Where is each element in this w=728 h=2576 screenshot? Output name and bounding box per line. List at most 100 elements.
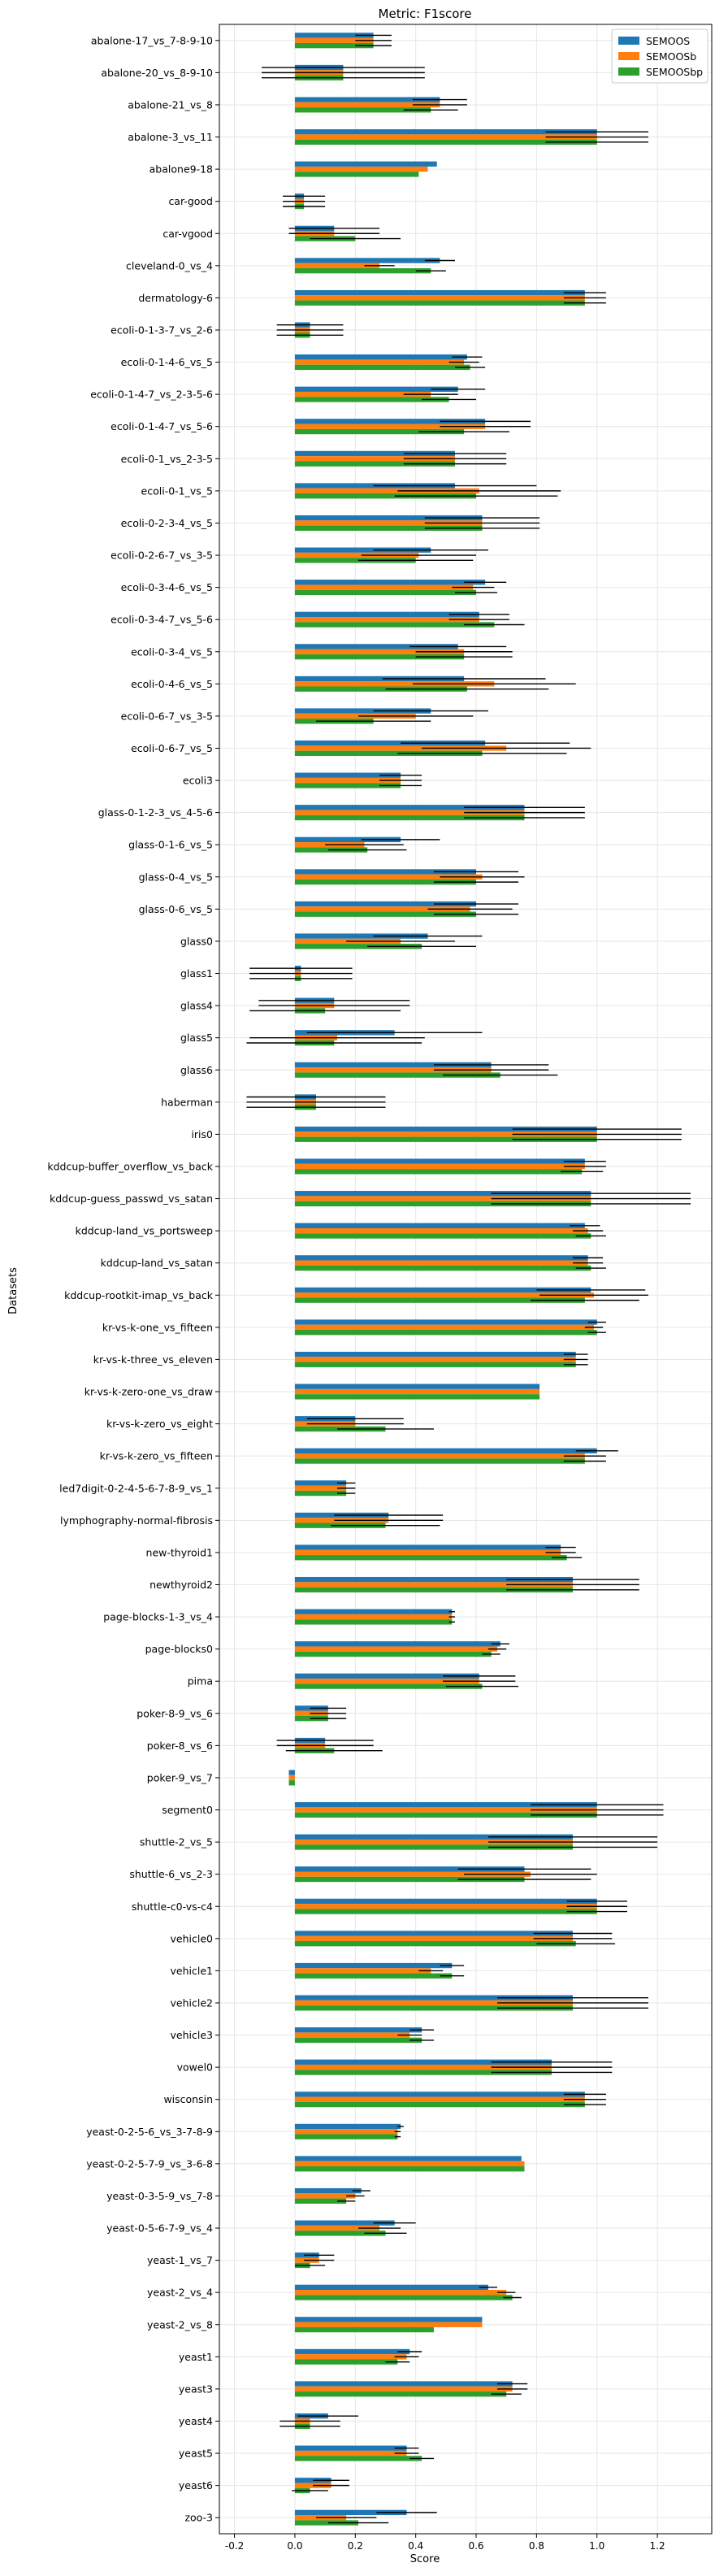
bar-semoos [294,836,401,843]
bar-semoosbp [294,1973,453,1979]
y-tick-label: abalone-21_vs_8 [128,98,213,111]
bar-semoosbp [294,1233,592,1239]
bar-semoos [294,1995,573,2000]
bar-semoos [294,1609,453,1614]
bar-semoosbp [294,397,449,402]
y-tick-label: pima [188,1675,213,1688]
y-tick-label: abalone-17_vs_7-8-9-10 [91,34,213,46]
plot-frame [219,24,713,2535]
bar-semoosb [294,37,374,43]
bar-semoosbp [294,1555,567,1561]
bar-semoosb [294,1614,453,1620]
bar-semoos [294,33,374,38]
bar-semoosb [288,1775,295,1781]
y-tick-label: abalone-20_vs_8-9-10 [101,67,213,79]
y-tick-label: iris0 [191,1128,213,1140]
bar-semoosbp [294,139,597,146]
bar-semoosbp [294,1844,573,1850]
legend-swatch-semoosb [618,52,639,60]
bar-semoosb [294,391,431,397]
bar-semoosb [294,134,597,140]
bar-semoosbp [294,589,477,596]
y-tick-label: kr-vs-k-one_vs_fifteen [102,1321,213,1333]
y-tick-label: vehicle3 [171,2029,213,2041]
bar-semoosb [294,488,479,494]
y-tick-label: lymphography-normal-fibrosis [60,1514,213,1527]
y-tick-label: kr-vs-k-zero_vs_fifteen [100,1450,213,1462]
y-tick-label: glass-0-1-6_vs_5 [128,839,213,851]
bar-semoos [294,1448,597,1454]
y-tick-label: shuttle-6_vs_2-3 [129,1868,213,1880]
bar-semoosbp [294,1330,597,1336]
bar-semoosbp [294,1458,585,1464]
bar-semoosb [294,1807,597,1813]
y-tick-label: ecoli-0-1-3-7_vs_2-6 [110,324,213,336]
y-tick-label: yeast1 [179,2351,213,2363]
bar-semoosbp [294,267,431,274]
legend-swatch-semoos [618,37,639,45]
y-tick-label: yeast-2_vs_8 [147,2318,213,2331]
bar-semoosb [294,906,470,912]
y-tick-label: glass-0-4_vs_5 [139,871,213,883]
x-tick-label: 0.4 [408,2540,423,2552]
bar-semoosbp [294,2391,507,2397]
y-tick-label: vehicle2 [171,1996,213,2009]
bar-semoosb [294,2129,398,2135]
bar-semoosbp [294,686,467,692]
bar-semoosb [294,649,465,654]
bar-semoos [294,644,458,649]
y-tick-label: yeast-2_vs_4 [147,2287,213,2299]
y-tick-label: page-blocks0 [145,1643,213,1655]
bar-semoosb [294,1646,498,1652]
bar-semoos [294,2317,483,2322]
bar-semoosbp [294,944,422,949]
bar-semoosb [294,1324,595,1331]
bar-semoos [294,869,477,875]
bar-semoos [294,2059,552,2065]
x-tick-label: 0.0 [287,2540,302,2552]
y-tick-label: zoo-3 [184,2512,213,2524]
bar-semoosbp [294,2198,347,2204]
bar-semoos [294,1062,492,1068]
bar-semoos [294,1544,561,1550]
bar-semoosbp [294,1136,597,1142]
bar-semoos [294,933,428,939]
y-tick-label: led7digit-0-2-4-5-6-7-8-9_vs_1 [59,1482,213,1494]
legend-swatch-semoosbp [618,67,639,76]
y-tick-label: yeast-0-2-5-6_vs_3-7-8-9 [86,2126,213,2138]
bar-semoosb [294,2096,585,2102]
bar-semoos [294,1480,347,1486]
y-tick-label: yeast3 [179,2383,213,2395]
bar-semoos [294,1384,540,1389]
bar-semoosbp [294,2101,585,2108]
bar-semoos [294,547,431,553]
bar-semoos [294,1223,585,1228]
bar-semoos [294,1287,592,1293]
bar-semoosbp [294,1169,583,1175]
y-tick-label: vowel0 [177,2061,213,2074]
y-tick-label: shuttle-c0-vs-c4 [132,1901,213,1913]
bar-semoosb [294,1196,592,1201]
bar-semoosbp [294,2070,552,2075]
y-tick-label: ecoli-0-1-4-7_vs_2-3-5-6 [90,389,213,401]
bar-semoosbp [294,2520,359,2526]
bar-semoosb [294,2064,552,2070]
bar-semoosb [294,2193,356,2199]
bar-semoosb [294,456,455,462]
bar-semoos [294,580,486,585]
bar-semoos [294,354,467,360]
y-tick-label: kddcup-buffer_overflow_vs_back [47,1160,213,1172]
bar-semoosb [294,263,380,268]
y-tick-label: poker-9_vs_7 [147,1771,213,1783]
bar-semoosb [294,1357,576,1362]
x-axis-ticks: -0.2 0.0 0.2 0.4 0.6 0.8 1.0 1.2 [225,2534,665,2552]
bar-semoosbp [294,2037,422,2044]
bar-semoosb [294,2000,573,2006]
y-tick-label: ecoli-0-6-7_vs_5 [131,742,213,754]
bar-semoosbp [294,2231,386,2236]
bar-semoosbp [294,1265,592,1271]
bar-semoos [294,1866,525,1872]
bar-semoosbp [294,2326,434,2333]
bar-semoosb [294,1453,585,1459]
bar-semoos [294,289,585,296]
